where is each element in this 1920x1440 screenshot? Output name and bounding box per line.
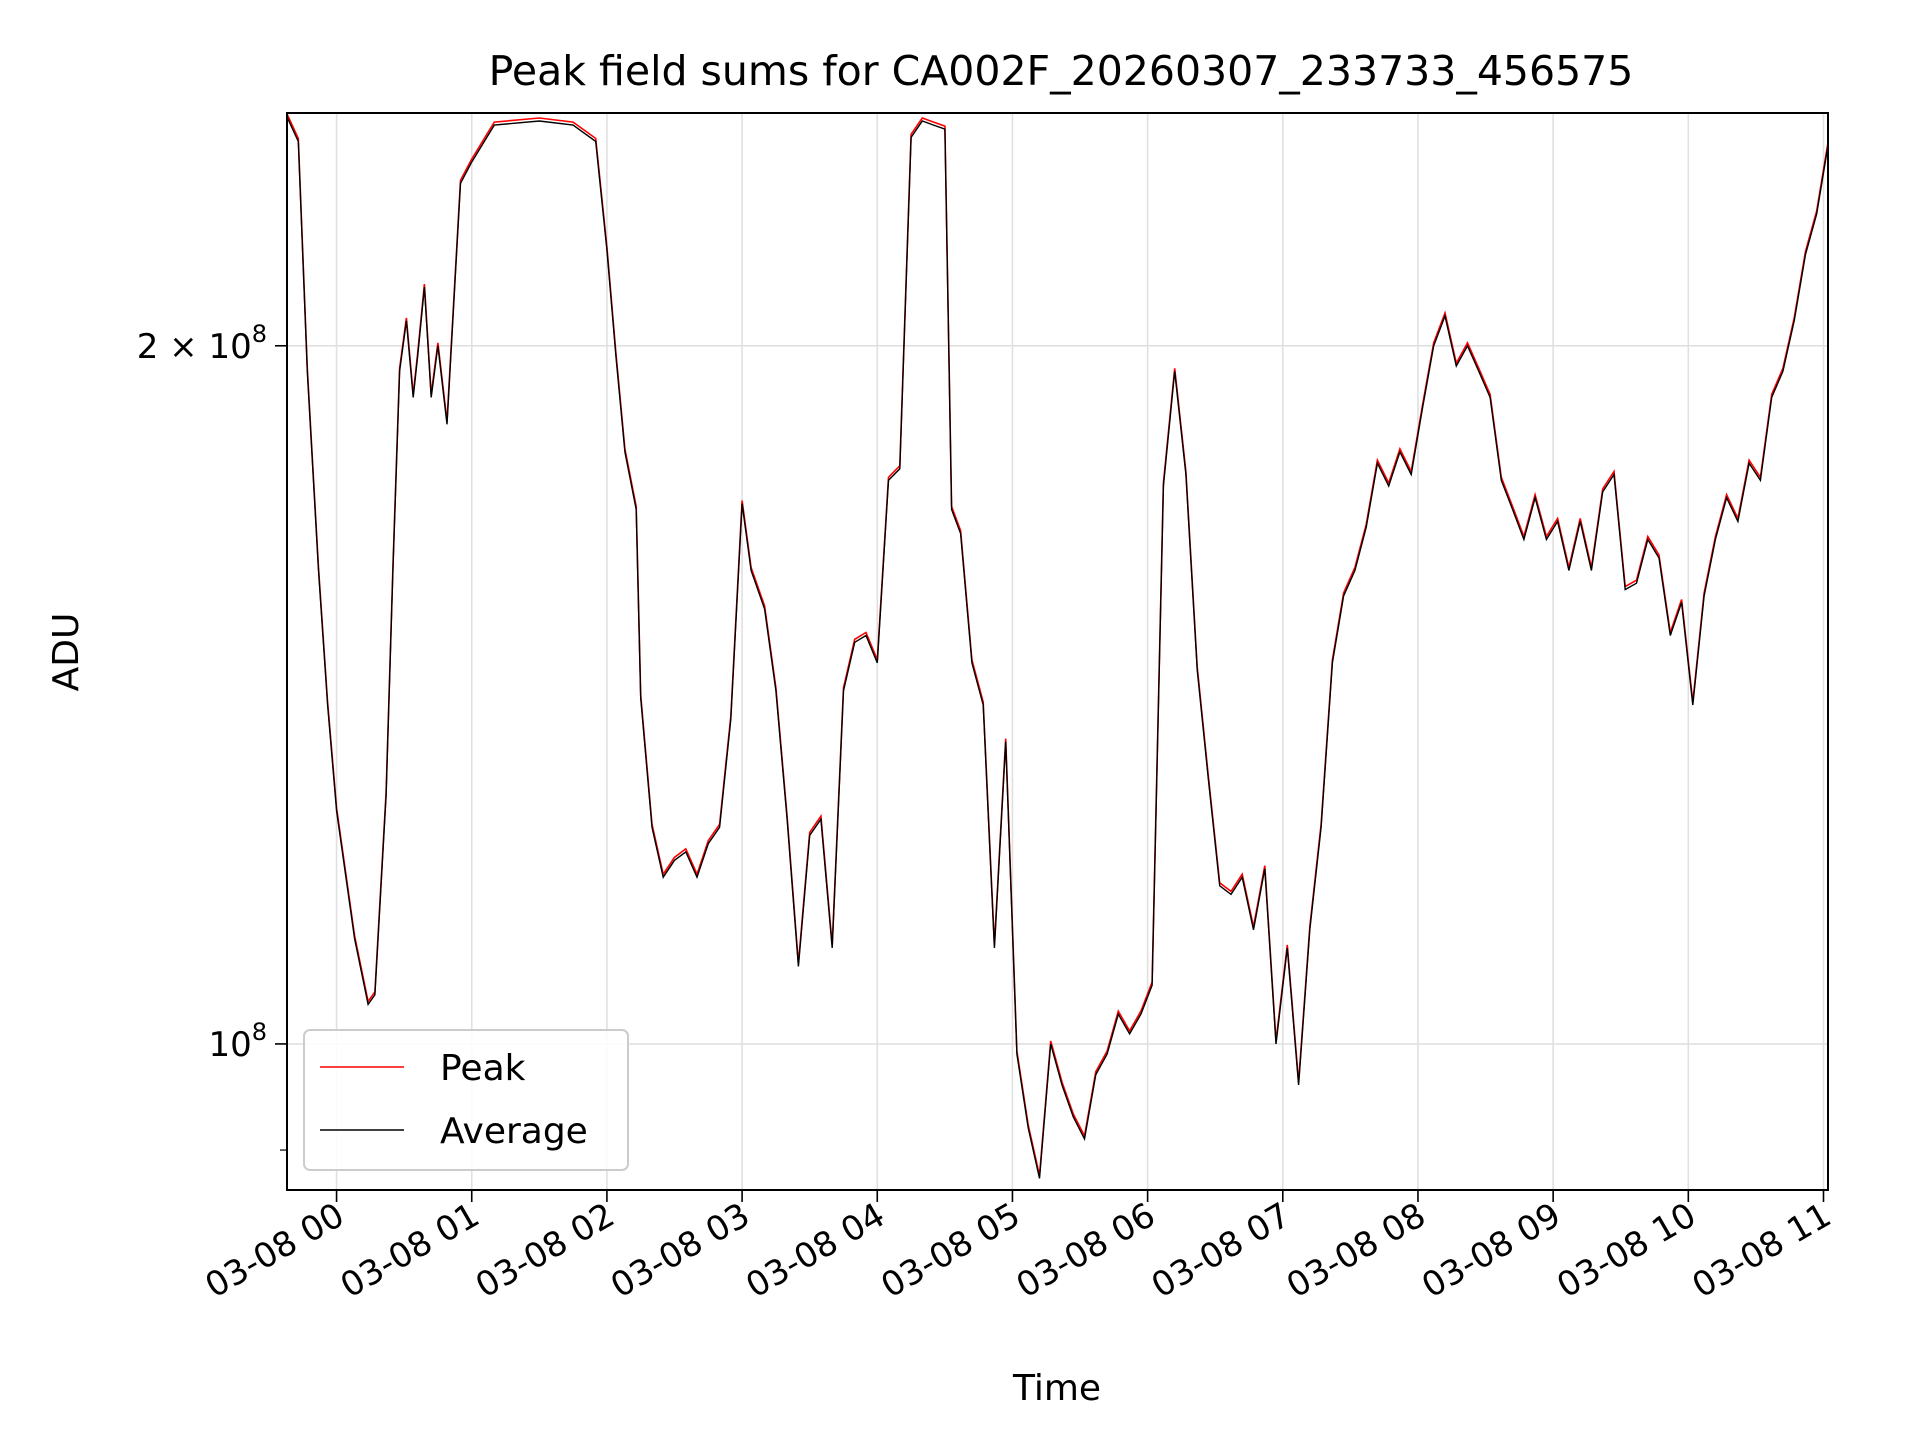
y-tick-exponent: 8 bbox=[252, 1018, 267, 1046]
legend-peak-label: Peak bbox=[440, 1048, 526, 1089]
y-tick-label: 108 bbox=[208, 1018, 267, 1065]
series-average-line bbox=[286, 116, 1829, 1179]
y-axis-label: ADU bbox=[46, 613, 87, 692]
grid bbox=[287, 113, 1828, 1190]
y-tick-exponent: 8 bbox=[252, 320, 267, 348]
y-tick-base: 10 bbox=[208, 1025, 251, 1065]
y-tick-base: 2 × 10 bbox=[137, 327, 252, 367]
y-tick-label: 2 × 108 bbox=[137, 320, 267, 367]
plot-frame bbox=[286, 112, 1829, 1191]
x-axis-label: Time bbox=[1012, 1368, 1101, 1409]
legend-box bbox=[303, 1029, 629, 1171]
plot-lines bbox=[286, 113, 1829, 1179]
legend: Peak Average bbox=[303, 1029, 629, 1171]
chart-title: Peak field sums for CA002F_20260307_2337… bbox=[489, 47, 1634, 95]
legend-average-label: Average bbox=[440, 1111, 588, 1152]
